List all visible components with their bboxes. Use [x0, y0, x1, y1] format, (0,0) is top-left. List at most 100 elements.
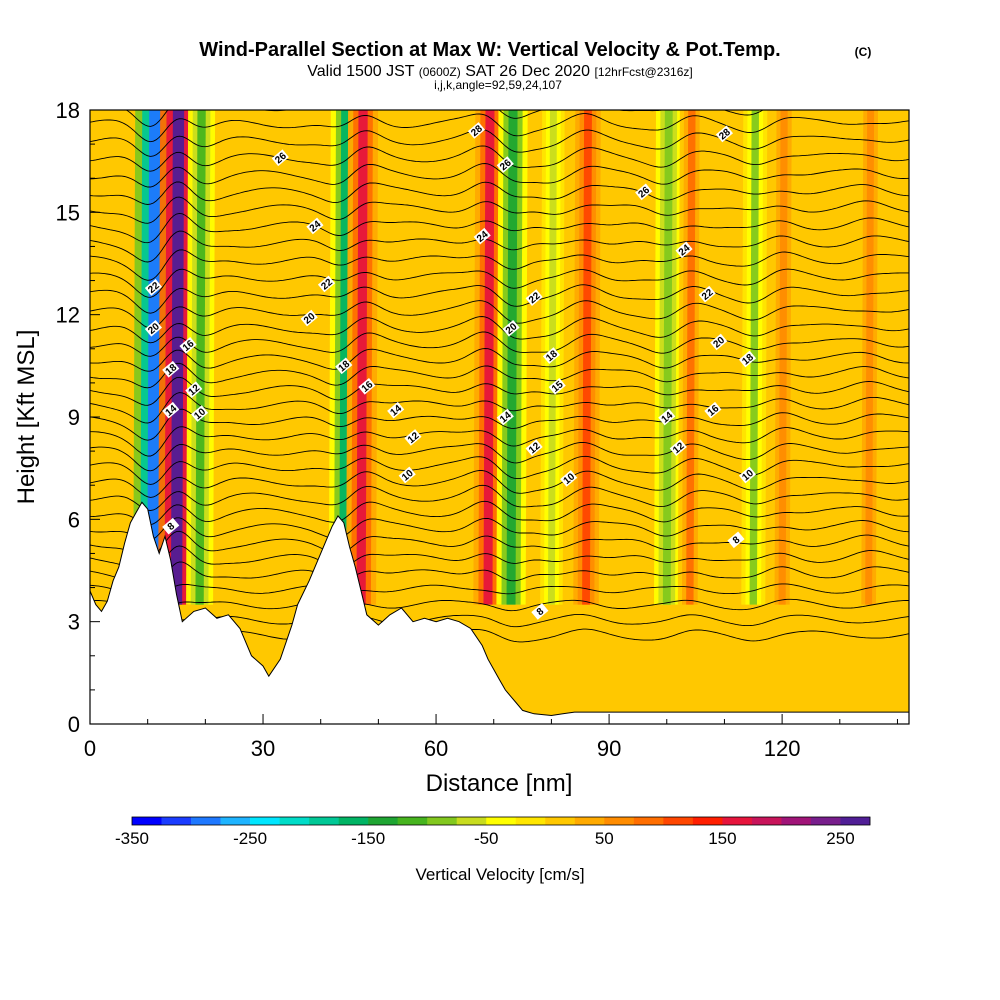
colorbar-swatch: [633, 817, 664, 825]
contour-label-bg: [531, 603, 549, 620]
theta-contour: [90, 163, 909, 188]
colorbar-swatch: [397, 817, 428, 825]
colorbar: -350 -250 -150 -50 50 150 250: [115, 816, 871, 848]
colorbar-tick-label: -350: [115, 829, 149, 848]
contour-label-bg: [306, 217, 324, 235]
velocity-band: [195, 110, 206, 605]
colorbar-tick-label: -50: [474, 829, 499, 848]
velocity-band: [506, 110, 518, 605]
colorbar-swatch: [663, 817, 694, 825]
contour-label-bg: [144, 279, 163, 296]
theta-contour: [90, 316, 909, 344]
theta-contour: [90, 426, 909, 457]
contour-label-bg: [473, 227, 491, 245]
theta-contour: [90, 408, 909, 441]
subtitle-forecast: [12hrFcst@2316z]: [595, 65, 693, 79]
theta-contour: [90, 230, 909, 263]
contour-label-bg: [698, 285, 716, 303]
theta-contour: [90, 268, 909, 298]
theta-contour: [90, 484, 909, 511]
contour-label: 8: [731, 534, 743, 546]
colorbar-swatch: [250, 817, 280, 825]
chart-subtitle: Valid 1500 JST (0600Z) SAT 26 Dec 2020 […: [307, 63, 692, 80]
y-tick-label: 9: [68, 405, 80, 430]
theta-contour: [90, 500, 909, 526]
theta-contour: [90, 196, 909, 224]
velocity-band: [356, 110, 368, 605]
theta-contour: [90, 348, 909, 372]
terrain: [90, 501, 909, 724]
x-tick-label: 60: [424, 736, 448, 761]
contour-label-bg: [185, 381, 203, 399]
chart-title: Wind-Parallel Section at Max W: Vertical…: [199, 39, 780, 61]
contour-label-bg: [317, 275, 336, 293]
contour-label-bg: [162, 401, 180, 419]
colorbar-swatch: [604, 817, 635, 825]
contour-label-bg: [658, 408, 676, 426]
contour-label-bg: [715, 125, 734, 143]
subtitle-utc: (0600Z): [419, 65, 461, 79]
contour-label-bg: [727, 531, 745, 549]
contour-label-bg: [525, 289, 543, 306]
colorbar-swatch: [781, 817, 812, 825]
colorbar-swatch: [722, 817, 753, 825]
colorbar-swatch: [692, 817, 723, 825]
colorbar-swatch: [574, 817, 605, 825]
colorbar-swatch: [545, 817, 576, 825]
colorbar-swatch: [191, 817, 221, 825]
contour-label-bg: [358, 377, 376, 395]
contour-label-bg: [669, 439, 687, 457]
colorbar-tick-label: -250: [233, 829, 267, 848]
y-tick-label: 12: [56, 303, 80, 328]
theta-contour: [90, 362, 909, 389]
colorbar-swatch: [751, 817, 782, 825]
colorbar-tick-label: 50: [595, 829, 614, 848]
contour-label-bg: [502, 319, 520, 337]
colorbar-label: Vertical Velocity [cm/s]: [415, 865, 584, 884]
theta-contour: [90, 455, 909, 485]
theta-contour: [90, 284, 909, 314]
contour-label-bg: [162, 360, 180, 378]
x-tick-label: 30: [251, 736, 275, 761]
y-tick-label: 6: [68, 507, 80, 532]
y-tick-label: 0: [68, 712, 80, 737]
contour-label-bg: [675, 241, 693, 259]
contour-label: 8: [535, 606, 547, 618]
contour-label-bg: [704, 401, 722, 419]
theta-contour: [90, 181, 909, 205]
contour-label: 8: [166, 521, 178, 533]
colorbar-swatch: [132, 817, 162, 825]
theta-contour: [90, 561, 909, 594]
theta-contour: [90, 249, 909, 281]
theta-contour: [90, 113, 909, 143]
subtitle-date: SAT 26 Dec 2020: [465, 63, 590, 80]
contour-label-bg: [738, 350, 757, 368]
contour-label-bg: [179, 337, 197, 354]
contour-label-bg: [271, 149, 289, 167]
theta-contour: [90, 376, 909, 406]
colorbar-swatch: [161, 817, 192, 825]
x-tick-label: 120: [764, 736, 801, 761]
velocity-band: [582, 110, 592, 605]
theta-contour: [90, 441, 909, 472]
colorbar-swatch: [810, 817, 841, 825]
contour-label-bg: [525, 439, 543, 457]
theta-contour: [90, 545, 909, 576]
y-tick-label: 3: [68, 610, 80, 635]
contour-label-bg: [548, 377, 566, 395]
theta-contour: [90, 517, 909, 541]
x-tick-label: 0: [84, 736, 96, 761]
contour-label-bg: [398, 466, 416, 484]
chart-subtitle-indices: i,j,k,angle=92,59,24,107: [434, 78, 562, 92]
colorbar-swatch: [338, 817, 369, 825]
x-axis-label: Distance [nm]: [426, 770, 573, 797]
contour-label-bg: [387, 401, 405, 419]
x-tick-label: 90: [597, 736, 621, 761]
theta-contour: [90, 300, 909, 329]
velocity-band: [686, 110, 696, 605]
theta-contour: [90, 331, 909, 357]
contour-label-bg: [635, 183, 653, 201]
contour-label-bg: [144, 319, 163, 337]
contour-label-bg: [300, 309, 318, 327]
colorbar-tick-label: 150: [708, 829, 736, 848]
